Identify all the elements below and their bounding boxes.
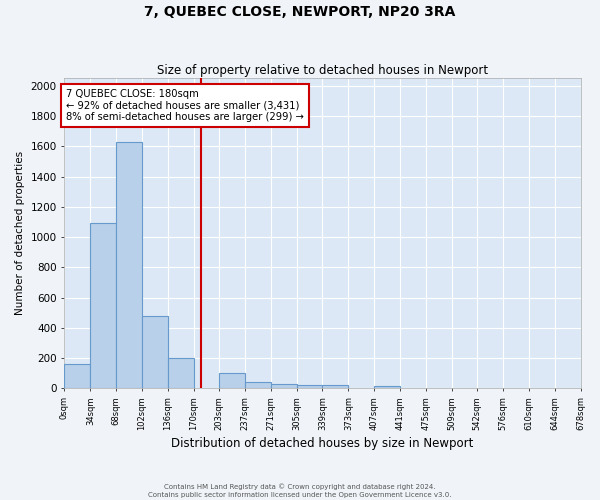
Bar: [296, 386, 322, 388]
Bar: [91, 224, 116, 388]
Bar: [116, 142, 142, 388]
Text: Contains HM Land Registry data © Crown copyright and database right 2024.
Contai: Contains HM Land Registry data © Crown c…: [148, 484, 452, 498]
Bar: [271, 384, 296, 388]
Bar: [142, 316, 168, 388]
Bar: [374, 386, 400, 388]
Bar: [168, 358, 194, 388]
Bar: [64, 364, 91, 388]
Y-axis label: Number of detached properties: Number of detached properties: [15, 151, 25, 316]
Text: 7, QUEBEC CLOSE, NEWPORT, NP20 3RA: 7, QUEBEC CLOSE, NEWPORT, NP20 3RA: [145, 5, 455, 19]
Bar: [245, 382, 271, 388]
Bar: [219, 374, 245, 388]
Title: Size of property relative to detached houses in Newport: Size of property relative to detached ho…: [157, 64, 488, 77]
Bar: [322, 386, 349, 388]
X-axis label: Distribution of detached houses by size in Newport: Distribution of detached houses by size …: [171, 437, 473, 450]
Text: 7 QUEBEC CLOSE: 180sqm
← 92% of detached houses are smaller (3,431)
8% of semi-d: 7 QUEBEC CLOSE: 180sqm ← 92% of detached…: [66, 89, 304, 122]
